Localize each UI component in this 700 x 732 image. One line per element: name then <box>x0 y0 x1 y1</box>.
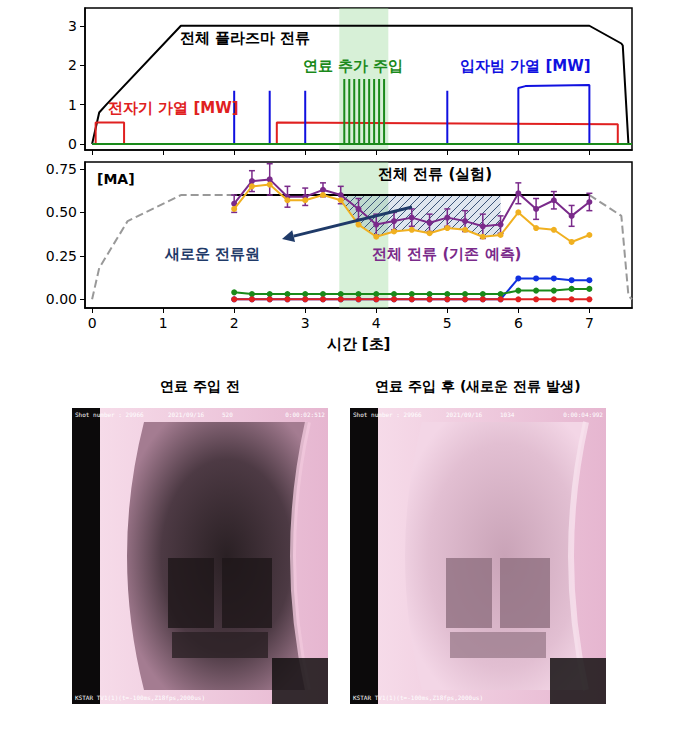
svg-text:KSTAR TV1(1)(t=-100ms,Z18fps,2: KSTAR TV1(1)(t=-100ms,Z18fps,2000us) <box>353 694 483 702</box>
svg-text:1034: 1034 <box>500 411 515 418</box>
svg-text:3: 3 <box>301 315 310 331</box>
svg-text:2021/09/16: 2021/09/16 <box>446 411 483 418</box>
svg-text:2: 2 <box>230 315 239 331</box>
svg-text:KSTAR TV1(1)(t=-100ms,Z18fps,2: KSTAR TV1(1)(t=-100ms,Z18fps,2000us) <box>75 694 205 702</box>
svg-text:Shot number : 29966: Shot number : 29966 <box>75 411 144 418</box>
svg-text:연료 추가 주입: 연료 추가 주입 <box>303 57 403 75</box>
html-text:연료 주입 후 (새로운 전류 발생): 연료 주입 후 (새로운 전류 발생) <box>375 378 581 394</box>
svg-text:Shot number : 29966: Shot number : 29966 <box>353 411 422 418</box>
svg-text:6: 6 <box>514 315 523 331</box>
svg-text:전자기 가열 [MW]: 전자기 가열 [MW] <box>108 99 239 117</box>
svg-text:입자빔 가열 [MW]: 입자빔 가열 [MW] <box>460 57 591 75</box>
svg-text:520: 520 <box>222 411 233 418</box>
svg-text:0: 0 <box>88 315 97 331</box>
svg-text:0.25: 0.25 <box>46 248 77 264</box>
html-text:연료 주입 전: 연료 주입 전 <box>160 378 240 394</box>
svg-text:2021/09/16: 2021/09/16 <box>168 411 205 418</box>
svg-text:5: 5 <box>443 315 452 331</box>
svg-text:0.75: 0.75 <box>46 161 77 177</box>
svg-text:3: 3 <box>68 18 77 34</box>
svg-text:7: 7 <box>585 315 594 331</box>
svg-text:1: 1 <box>68 97 77 113</box>
svg-text:0:00:04:992: 0:00:04:992 <box>563 411 603 418</box>
svg-text:전체 전류 (기존 예측): 전체 전류 (기존 예측) <box>372 245 521 263</box>
svg-text:0.00: 0.00 <box>46 291 77 307</box>
svg-text:2: 2 <box>68 57 77 73</box>
svg-text:시간 [초]: 시간 [초] <box>327 335 391 353</box>
svg-text:전체 플라즈마 전류: 전체 플라즈마 전류 <box>180 29 310 47</box>
svg-text:새로운 전류원: 새로운 전류원 <box>164 245 260 263</box>
svg-text:1: 1 <box>159 315 168 331</box>
svg-text:0:00:02:512: 0:00:02:512 <box>285 411 325 418</box>
svg-text:전체 전류 (실험): 전체 전류 (실험) <box>378 165 492 183</box>
svg-text:0.50: 0.50 <box>46 204 77 220</box>
svg-text:[MA]: [MA] <box>97 171 135 187</box>
svg-text:4: 4 <box>372 315 381 331</box>
svg-text:0: 0 <box>68 136 77 152</box>
